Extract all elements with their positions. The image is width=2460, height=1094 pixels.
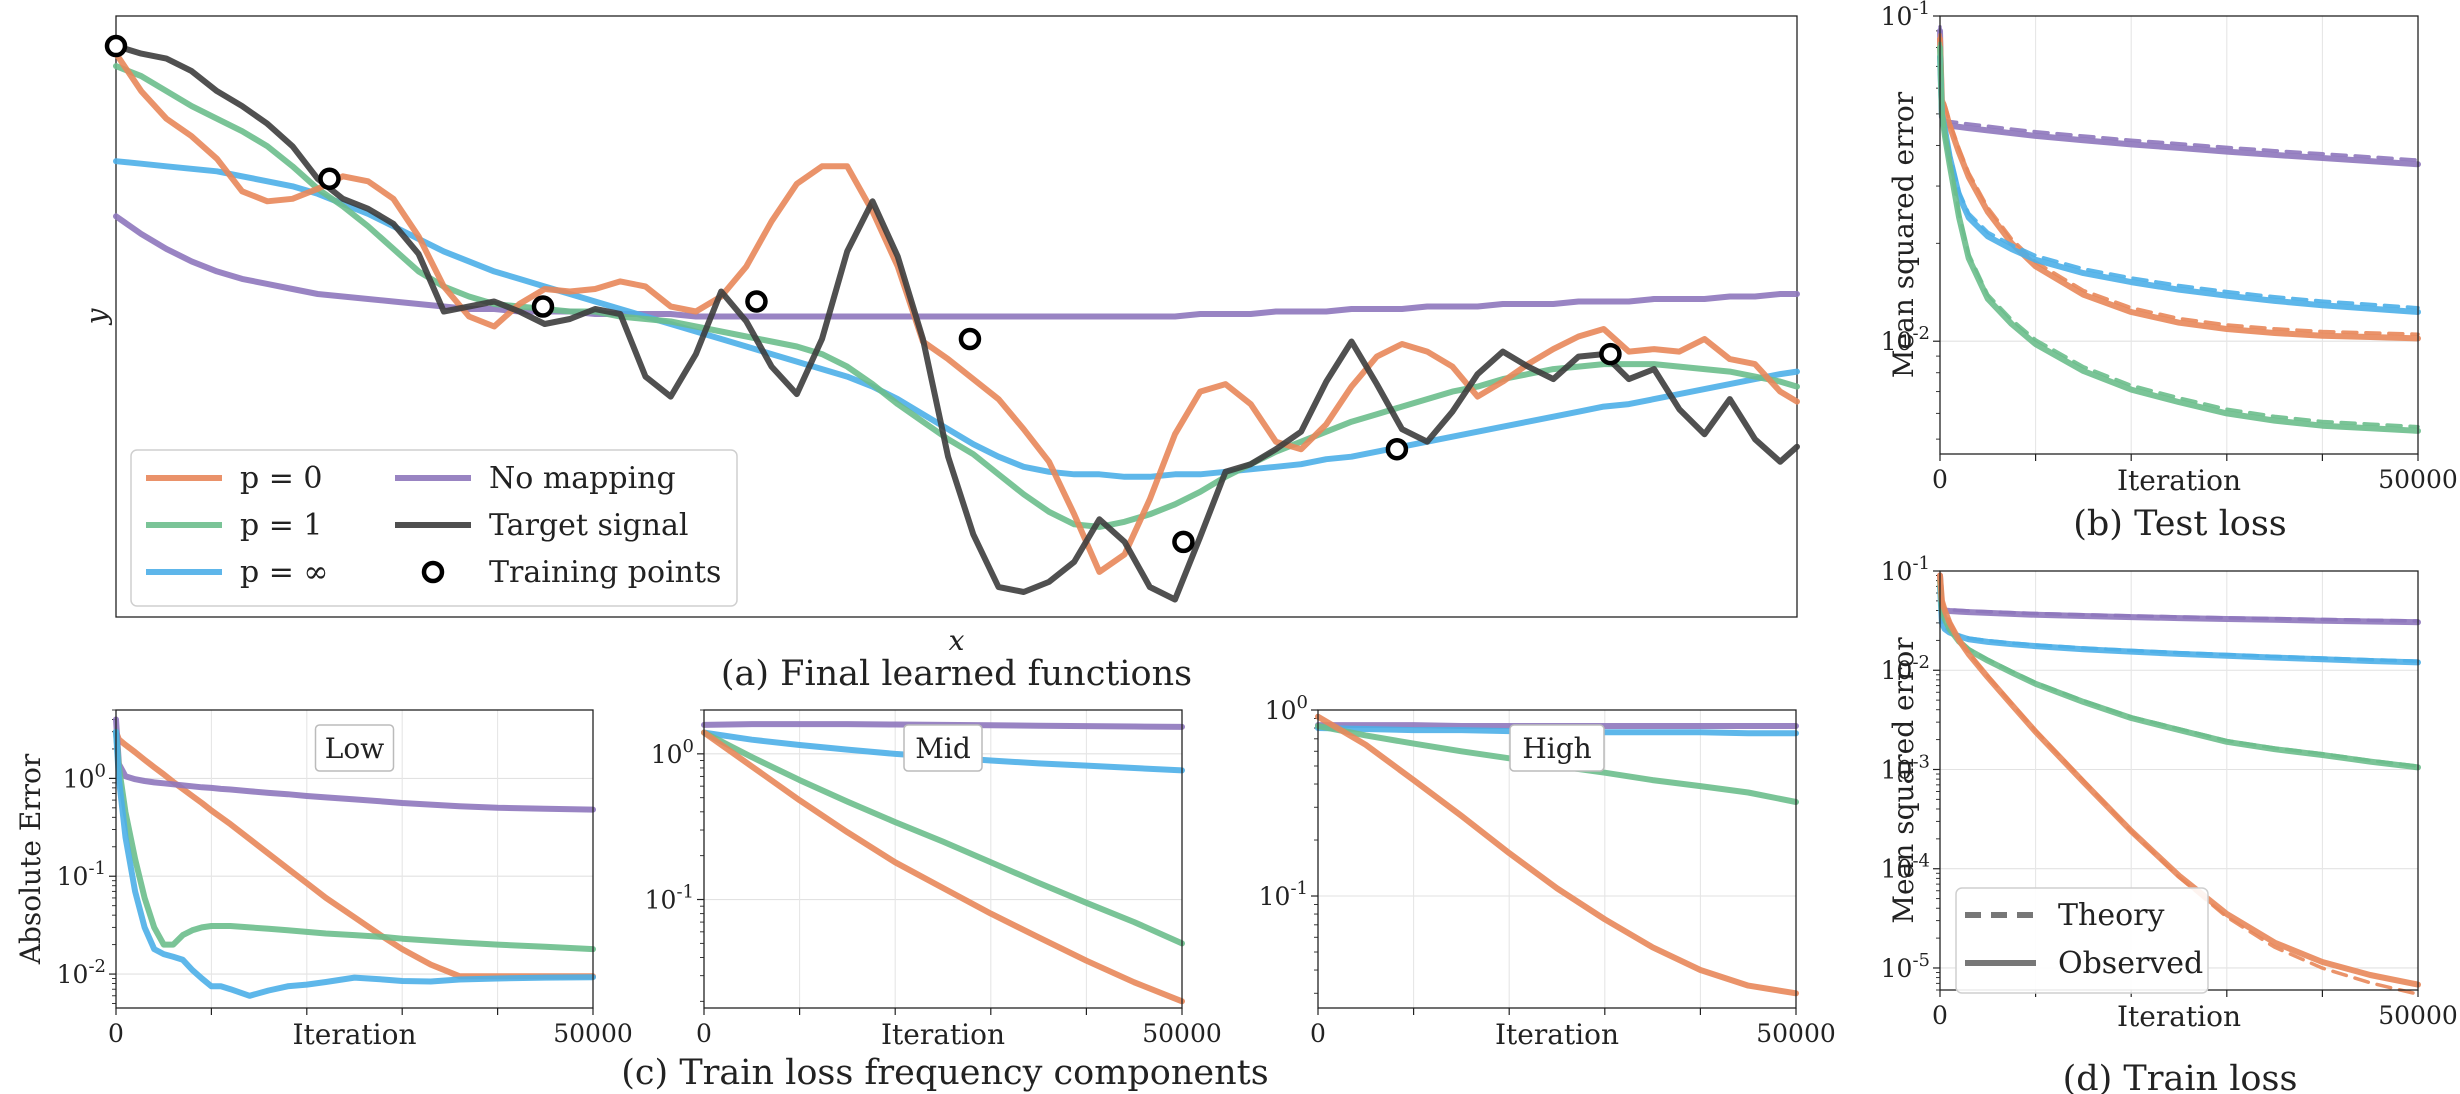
panel-d-ytick-label: 10-5 (1881, 950, 1930, 983)
legend-label-no-mapping: No mapping (489, 461, 676, 496)
panel-c-high-ytick-label: 100 (1265, 692, 1308, 725)
series-theory-p-0 (1938, 572, 2420, 996)
panel-c-high-label: High (1522, 732, 1591, 765)
series-observed-p-0 (1937, 36, 2421, 342)
series-observed-p-inf (1937, 53, 2421, 315)
panel-b-test-loss: 10-2 10-1 0 50000 Iteration Mean squared erro… (1881, 0, 2458, 544)
legend-label-training-points: Training points (489, 555, 721, 590)
panel-c-mid-frame (703, 709, 1183, 1009)
series-observed-no-mapping (1937, 572, 2421, 626)
training-point (958, 327, 982, 351)
panel-d-ytick-label: 10-4 (1881, 851, 1930, 884)
series-line-p-1 (701, 729, 1185, 947)
series-theory-p-1 (1938, 577, 2420, 768)
training-point (1172, 530, 1195, 554)
panel-a-ylabel: y (80, 307, 113, 326)
series-line-p-0 (1315, 713, 1799, 997)
panel-c-mid-label-box (903, 724, 983, 772)
panel-c-mid-ytick-label: 10-1 (645, 882, 694, 915)
series-line-p-1 (113, 63, 1800, 530)
panel-c-high-frame (1317, 709, 1797, 1009)
training-point (1599, 342, 1622, 366)
panel-a-caption: (a) Final learned functions (721, 654, 1192, 694)
legend-label-p-inf: p = ∞ (240, 555, 328, 590)
panel-d-caption: (d) Train loss (2063, 1059, 2298, 1094)
panel-c-high-ytick-label: 10-1 (1259, 878, 1308, 911)
panel-b-xtick-label: 0 (1932, 465, 1948, 494)
series-line-p-0 (701, 729, 1185, 1005)
panel-d-xtick-label: 50000 (2378, 1001, 2458, 1030)
series-theory-no-mapping (1938, 572, 2420, 623)
series-line-p-0 (113, 728, 596, 980)
panel-c-low-frequency: 10-2 10-1 100 0 50000 Iteration Low Absolute Er… (14, 709, 633, 1051)
panel-b-xtick-label: 50000 (2378, 465, 2458, 494)
panel-c-low-xlabel: Iteration (292, 1018, 416, 1051)
series-line-target-signal (113, 43, 1800, 603)
panel-c-low-ytick-label: 100 (63, 760, 106, 793)
panel-a-xlabel: x (949, 624, 965, 657)
legend: p = 0 p = 1 p = ∞ No mapping Target signal Tr… (130, 449, 738, 607)
series-line-no-mapping (113, 716, 596, 813)
panel-d-ylabel: Mean squared error (1887, 637, 1920, 924)
panel-b-ylabel: Mean squared error (1887, 91, 1920, 378)
panel-d-train-loss: 10-5 10-4 10-3 10-2 10-1 0 50000 Iteration Mean … (1881, 553, 2458, 1094)
series-line-p-inf (113, 728, 596, 999)
panel-c-low-frame (115, 709, 594, 1009)
legend-label-p-0: p = 0 (240, 461, 323, 496)
legend-marker-training-points (421, 560, 445, 584)
panel-c-low-xtick-label: 0 (108, 1019, 124, 1048)
legend-label-theory: Theory (2058, 898, 2164, 933)
series-observed-p-1 (1937, 577, 2421, 771)
panel-c-low-xtick-label: 50000 (553, 1019, 633, 1048)
panel-c-mid-ytick-label: 100 (651, 736, 694, 769)
series-theory-p-1 (1938, 41, 2420, 429)
panel-c-low-label-box (314, 724, 395, 772)
panel-d-ytick-label: 10-2 (1881, 652, 1930, 685)
training-point (745, 290, 768, 313)
panel-c-high-frequency: 10-1 100 0 50000 Iteration High (1259, 692, 1836, 1051)
series-observed-p-1 (1937, 44, 2421, 434)
panel-b-ytick-label: 10-2 (1881, 323, 1930, 356)
panel-b-caption: (b) Test loss (2073, 504, 2287, 544)
panel-c-high-label-box (1509, 724, 1605, 772)
panel-c-high-xlabel: Iteration (1495, 1018, 1619, 1051)
caption-c: (c) Train loss frequency components (621, 1053, 1268, 1093)
panel-b-ytick-label: 10-1 (1881, 0, 1930, 31)
legend-theory-observed: Theory Observed (1955, 887, 2209, 994)
panel-c-low-ylabel: Absolute Error (14, 753, 47, 965)
legend-label-p-1: p = 1 (240, 508, 323, 543)
panel-c-mid-xtick-label: 50000 (1142, 1019, 1222, 1048)
panel-c-high-xtick-label: 0 (1310, 1019, 1326, 1048)
series-theory-p-inf (1938, 50, 2420, 310)
panel-a-frame (115, 15, 1798, 618)
legend-label-target-signal: Target signal (489, 508, 688, 543)
panel-d-xlabel: Iteration (2117, 1000, 2241, 1033)
panel-d-ytick-label: 10-1 (1881, 553, 1930, 586)
panel-c-high-xtick-label: 50000 (1756, 1019, 1836, 1048)
panel-b-xlabel: Iteration (2117, 464, 2241, 497)
panel-c-low-ytick-label: 10-1 (57, 858, 106, 891)
series-line-p-1 (113, 728, 596, 953)
series-theory-no-mapping (1938, 24, 2420, 162)
panel-c-mid-xlabel: Iteration (881, 1018, 1005, 1051)
panel-d-ytick-label: 10-3 (1881, 751, 1930, 784)
training-point (1385, 437, 1409, 461)
panel-c-mid-frequency: 10-1 100 0 50000 Iteration Mid (645, 709, 1222, 1051)
legend-label-observed: Observed (2058, 946, 2203, 981)
panel-c-low-label: Low (325, 732, 384, 765)
panel-c-low-ytick-label: 10-2 (57, 956, 106, 989)
panel-b-frame (1939, 15, 2419, 455)
series-line-no-mapping (113, 213, 1800, 320)
panel-c-mid-label: Mid (915, 732, 971, 765)
panel-c-mid-xtick-label: 0 (696, 1019, 712, 1048)
training-point (318, 167, 341, 191)
training-point (531, 295, 555, 318)
training-point (104, 34, 128, 58)
panel-d-xtick-label: 0 (1932, 1001, 1948, 1030)
